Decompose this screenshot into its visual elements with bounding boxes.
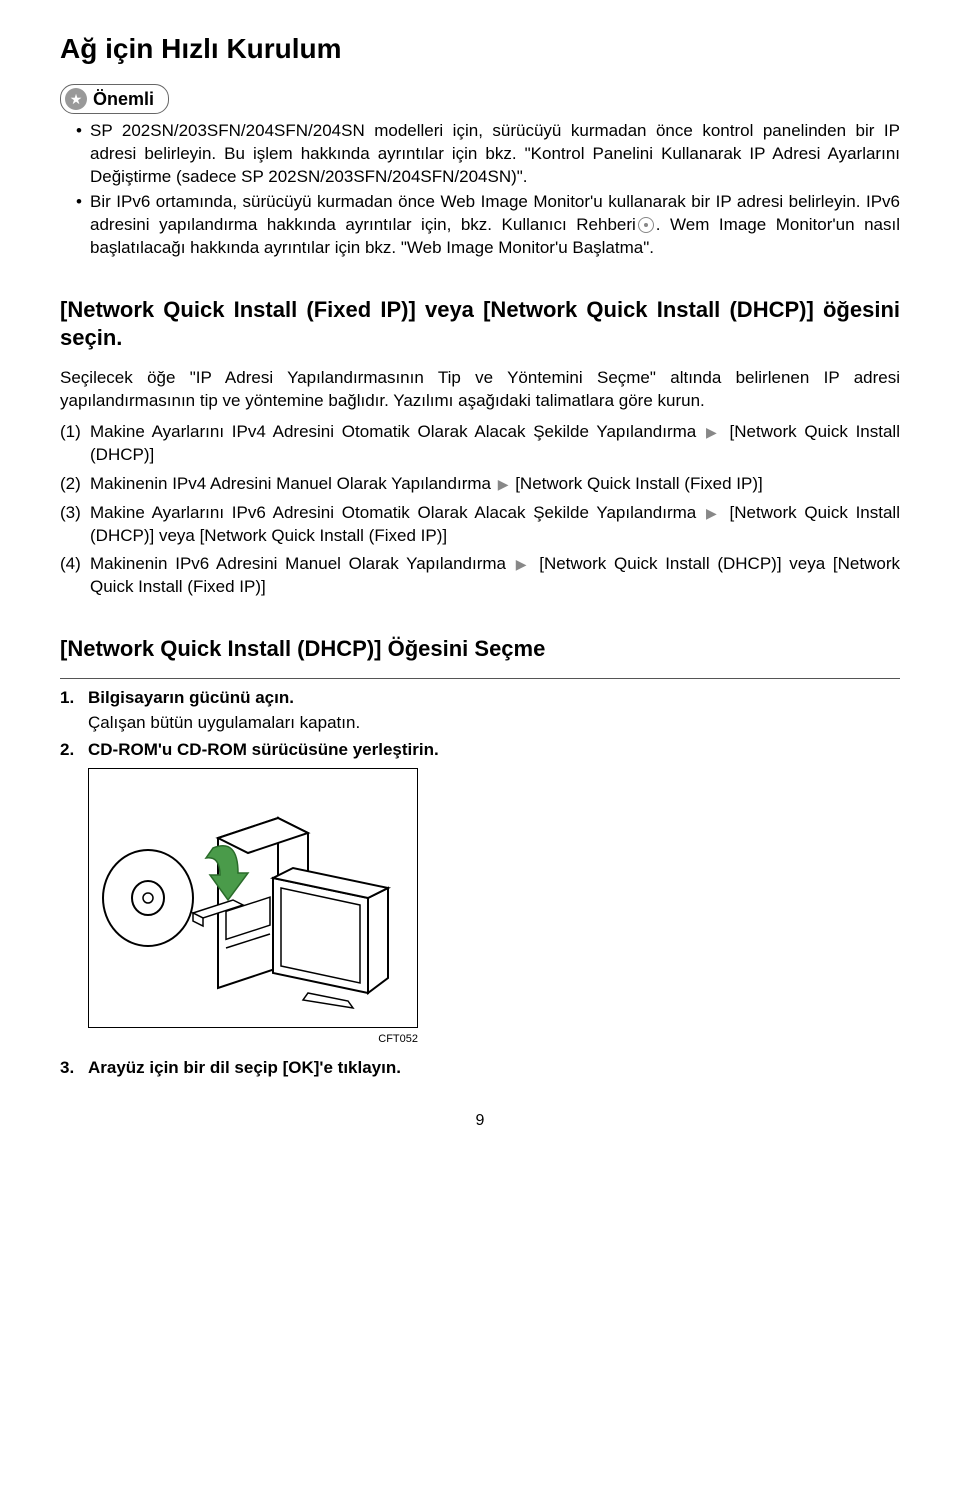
important-label: Önemli: [93, 87, 154, 111]
section-2-heading: [Network Quick Install (DHCP)] Öğesini S…: [60, 635, 900, 664]
step-number: 3.: [60, 1057, 88, 1080]
option-text: Makine Ayarlarını IPv6 Adresini Otomatik…: [90, 502, 900, 548]
option-number: (4): [60, 553, 90, 599]
step-3: 3. Arayüz için bir dil seçip [OK]'e tıkl…: [60, 1057, 900, 1080]
option-text: Makine Ayarlarını IPv4 Adresini Otomatik…: [90, 421, 900, 467]
step-2: 2. CD-ROM'u CD-ROM sürücüsüne yerleştiri…: [60, 739, 900, 762]
list-item: SP 202SN/203SFN/204SFN/204SN modelleri i…: [76, 120, 900, 189]
figure-illustration: [88, 768, 418, 1028]
option-item: (4)Makinenin IPv6 Adresini Manuel Olarak…: [60, 553, 900, 599]
important-badge: Önemli: [60, 84, 169, 114]
important-notes-list: SP 202SN/203SFN/204SFN/204SN modelleri i…: [60, 120, 900, 260]
option-text: Makinenin IPv4 Adresini Manuel Olarak Ya…: [90, 473, 900, 496]
step-number: 2.: [60, 739, 88, 762]
option-item: (2)Makinenin IPv4 Adresini Manuel Olarak…: [60, 473, 900, 496]
option-post: [Network Quick Install (Fixed IP)]: [510, 474, 762, 493]
figure-caption: CFT052: [88, 1032, 418, 1047]
step-text: CD-ROM'u CD-ROM sürücüsüne yerleştirin.: [88, 739, 900, 762]
option-number: (1): [60, 421, 90, 467]
cd-icon: [638, 217, 654, 233]
page-title: Ağ için Hızlı Kurulum: [60, 30, 900, 68]
option-pre: Makinenin IPv4 Adresini Manuel Olarak Ya…: [90, 474, 496, 493]
step-1-sub: Çalışan bütün uygulamaları kapatın.: [88, 712, 900, 735]
star-icon: [65, 88, 87, 110]
option-text: Makinenin IPv6 Adresini Manuel Olarak Ya…: [90, 553, 900, 599]
divider: [60, 678, 900, 679]
section-1-paragraph: Seçilecek öğe "IP Adresi Yapılandırmasın…: [60, 367, 900, 413]
option-pre: Makine Ayarlarını IPv4 Adresini Otomatik…: [90, 422, 704, 441]
cd-computer-illustration: [98, 778, 408, 1018]
steps-list: 1. Bilgisayarın gücünü açın. Çalışan büt…: [60, 687, 900, 762]
option-item: (1)Makine Ayarlarını IPv4 Adresini Otoma…: [60, 421, 900, 467]
page-number: 9: [60, 1110, 900, 1132]
step-text: Arayüz için bir dil seçip [OK]'e tıklayı…: [88, 1057, 900, 1080]
arrow-icon: ▶: [706, 424, 720, 440]
steps-list-cont: 3. Arayüz için bir dil seçip [OK]'e tıkl…: [60, 1057, 900, 1080]
option-pre: Makine Ayarlarını IPv6 Adresini Otomatik…: [90, 503, 704, 522]
option-number: (3): [60, 502, 90, 548]
step-1: 1. Bilgisayarın gücünü açın.: [60, 687, 900, 710]
list-item: Bir IPv6 ortamında, sürücüyü kurmadan ön…: [76, 191, 900, 260]
arrow-icon: ▶: [706, 505, 720, 521]
arrow-icon: ▶: [498, 476, 509, 492]
option-pre: Makinenin IPv6 Adresini Manuel Olarak Ya…: [90, 554, 514, 573]
section-1-heading: [Network Quick Install (Fixed IP)] veya …: [60, 296, 900, 353]
option-number: (2): [60, 473, 90, 496]
step-text: Bilgisayarın gücünü açın.: [88, 687, 900, 710]
options-list: (1)Makine Ayarlarını IPv4 Adresini Otoma…: [60, 421, 900, 600]
arrow-icon: ▶: [516, 556, 530, 572]
option-item: (3)Makine Ayarlarını IPv6 Adresini Otoma…: [60, 502, 900, 548]
step-number: 1.: [60, 687, 88, 710]
